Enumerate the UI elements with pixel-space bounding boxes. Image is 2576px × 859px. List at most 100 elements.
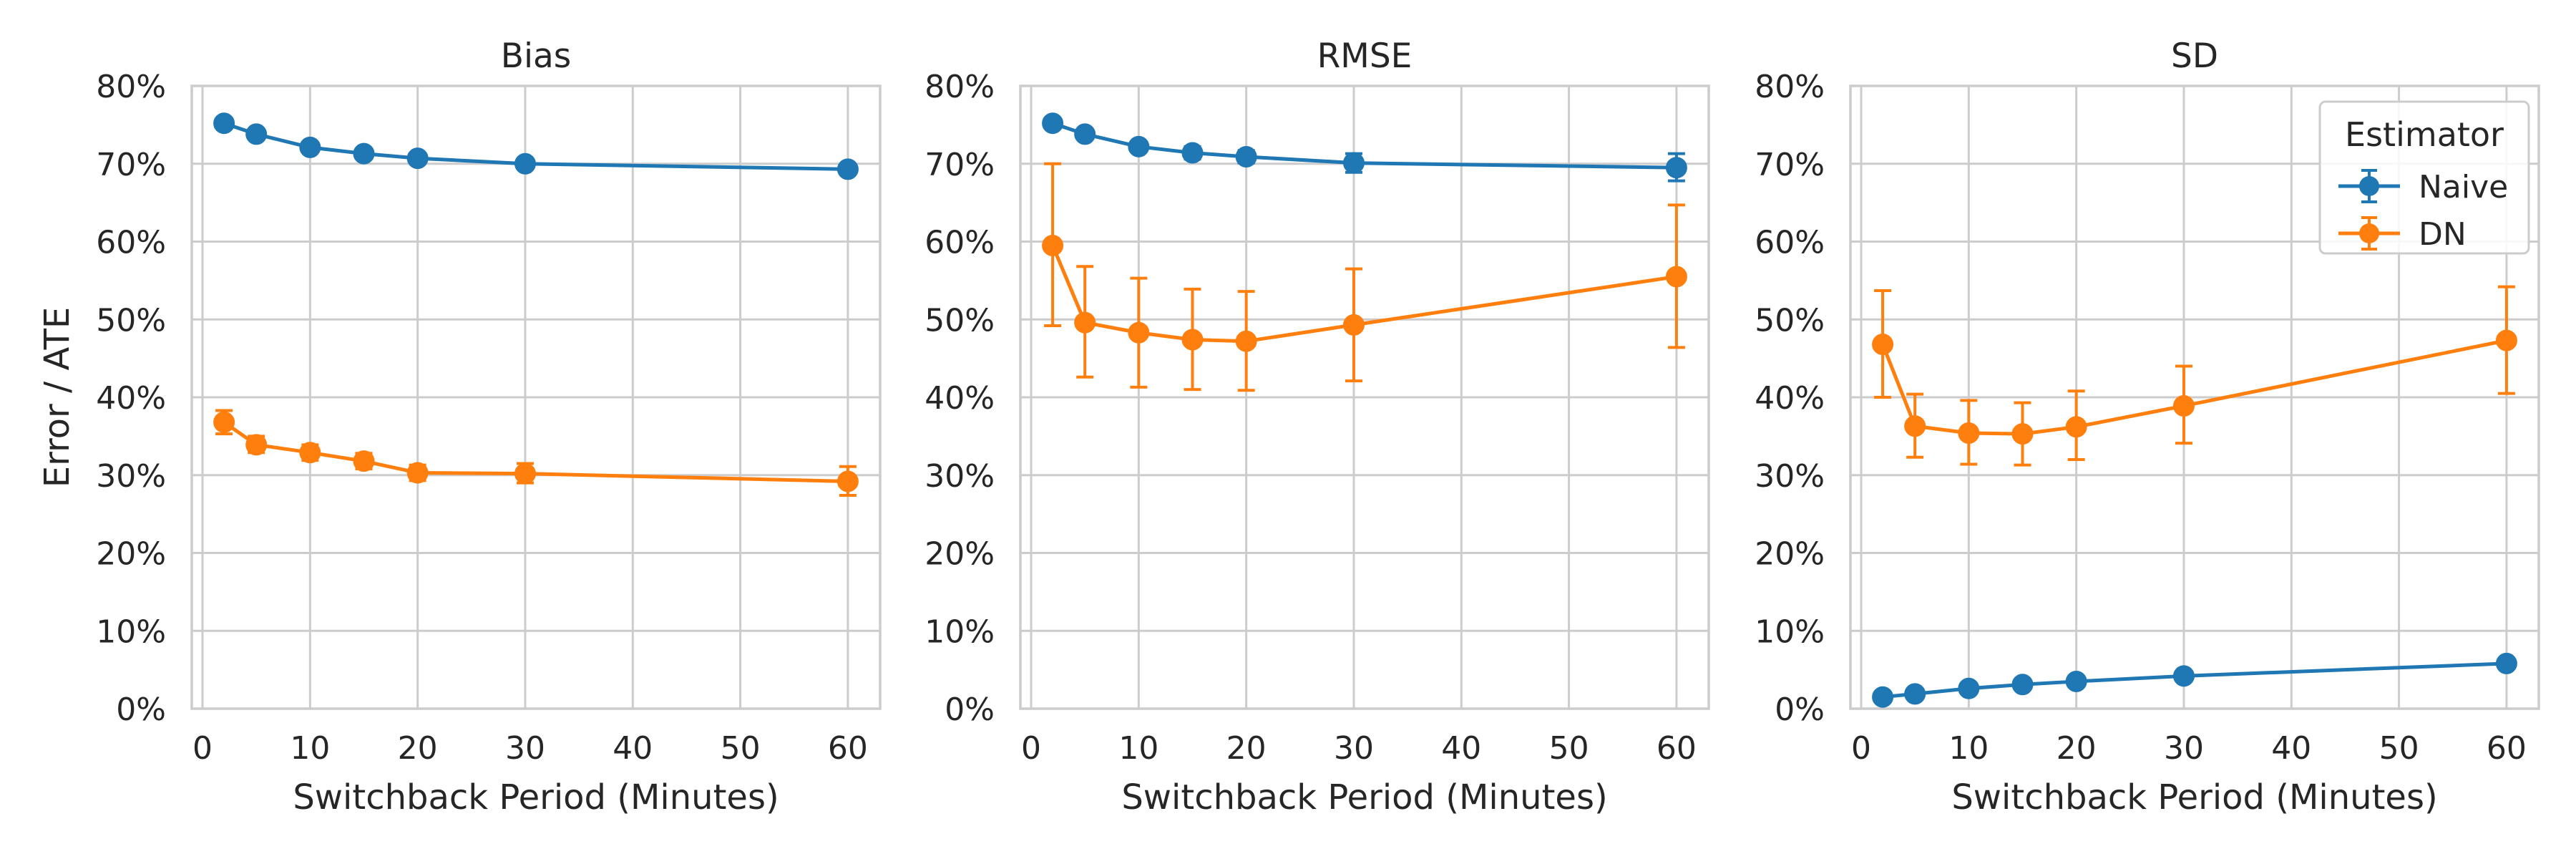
x-tick-label: 30 [2164,730,2204,767]
data-point [1074,311,1096,334]
y-tick-label: 20% [96,536,166,573]
legend-title: Estimator [2345,115,2504,154]
y-tick-label: 50% [924,302,995,339]
y-tick-label: 10% [96,613,166,650]
x-tick-label: 40 [2271,730,2311,767]
data-point [2065,416,2087,438]
series-naive [213,112,859,180]
y-tick-label: 30% [924,458,995,495]
y-tick-label: 20% [1755,536,1825,573]
panel-title: RMSE [1317,37,1413,76]
y-tick-label: 0% [945,691,995,728]
data-point [213,411,235,433]
x-axis-label: Switchback Period (Minutes) [1121,777,1607,817]
x-tick-label: 20 [1226,730,1267,767]
y-tick-label: 60% [1755,225,1825,261]
data-point [514,152,536,175]
data-point [1958,422,1980,445]
data-point [1235,330,1257,352]
x-tick-label: 0 [192,730,213,767]
legend-marker [2359,223,2379,243]
x-tick-label: 40 [1441,730,1481,767]
data-point [2172,394,2195,417]
y-tick-label: 10% [1755,613,1825,650]
x-tick-label: 0 [1851,730,1871,767]
y-tick-label: 40% [924,380,995,417]
y-tick-label: 10% [924,613,995,650]
data-point [1074,123,1096,145]
data-point [1128,321,1150,344]
data-point [1181,142,1204,164]
y-tick-label: 70% [924,147,995,183]
data-point [1904,415,1926,437]
data-point [213,112,235,135]
y-tick-label: 60% [96,225,166,261]
x-tick-label: 10 [1118,730,1158,767]
y-tick-label: 80% [924,69,995,105]
y-tick-label: 0% [1775,691,1825,728]
y-tick-label: 40% [96,380,166,417]
y-tick-label: 60% [924,225,995,261]
legend-marker [2359,176,2379,196]
y-tick-label: 70% [1755,147,1825,183]
x-tick-label: 50 [1549,730,1589,767]
data-point [2011,674,2034,696]
data-point [514,462,536,485]
series-naive [1042,112,1687,183]
series-line [1880,339,2507,436]
y-tick-label: 50% [1755,302,1825,339]
y-tick-label: 80% [96,69,166,105]
series-dn [1042,162,1687,392]
x-tick-label: 20 [2057,730,2097,767]
data-point [1181,329,1204,351]
legend-label: DN [2419,216,2467,253]
data-point [245,123,268,145]
x-axis-label: Switchback Period (Minutes) [1951,777,2437,817]
panel-title: SD [2171,37,2218,76]
data-point [299,136,321,158]
data-point [406,147,429,170]
legend: Estimator Naive DN [2318,100,2530,255]
data-point [1342,152,1365,174]
data-point [1342,314,1365,336]
panel-2: 0% 10% 20% 30% 40% 50% 60% 70% 80% 0 10 20 30 40 50 60 R… [924,37,1710,817]
data-point [245,434,268,456]
data-point [1665,157,1687,179]
data-point [2495,652,2517,674]
panel-1: 0% 10% 20% 30% 40% 50% 60% 70% 80% 0 10 20 30 40 50 60 B… [37,37,882,817]
data-point [353,142,375,165]
data-point [1872,686,1894,708]
x-tick-label: 60 [828,730,868,767]
x-axis-label: Switchback Period (Minutes) [293,777,779,817]
y-tick-label: 50% [96,302,166,339]
x-tick-label: 30 [505,730,545,767]
data-point [353,450,375,472]
series-dn [1872,285,2517,467]
y-tick-label: 0% [116,691,166,728]
x-tick-label: 20 [398,730,438,767]
legend-label: Naive [2419,169,2508,205]
y-tick-label: 30% [1755,458,1825,495]
data-point [1904,683,1926,705]
y-tick-label: 20% [924,536,995,573]
data-point [836,470,859,492]
data-point [1042,234,1064,256]
y-axis-label: Error / ATE [37,307,77,487]
x-tick-label: 0 [1021,730,1041,767]
x-tick-label: 30 [1334,730,1374,767]
data-point [2011,423,2034,445]
data-point [1958,677,1980,699]
x-tick-label: 50 [721,730,761,767]
x-tick-label: 60 [2487,730,2527,767]
data-point [2495,329,2517,351]
data-point [1872,334,1894,356]
legend-box [2318,100,2530,255]
axes-frame [1019,84,1710,710]
x-tick-label: 10 [290,730,330,767]
data-point [406,462,429,484]
series-dn [213,409,859,498]
data-point [836,158,859,180]
data-point [2172,665,2195,687]
y-tick-label: 40% [1755,380,1825,417]
